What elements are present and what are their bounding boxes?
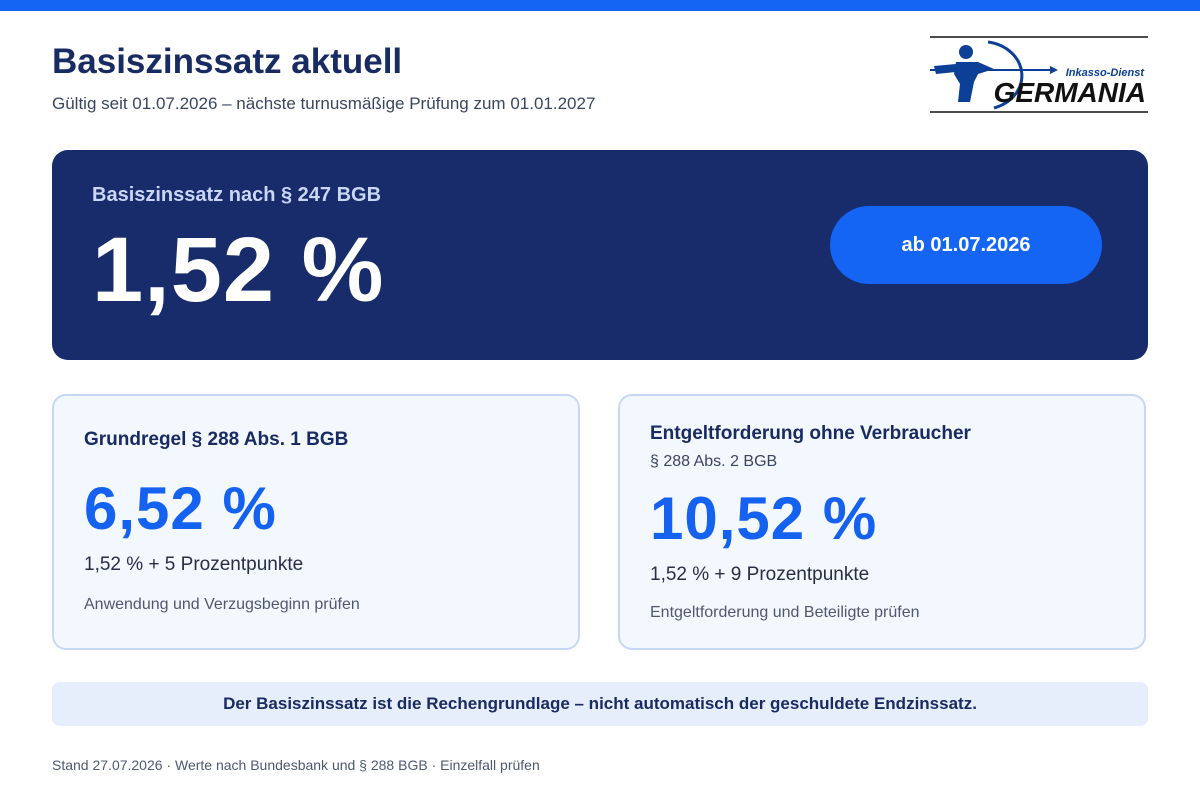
effective-date-badge[interactable]: ab 01.07.2026 bbox=[830, 206, 1102, 284]
page-title: Basiszinssatz aktuell bbox=[52, 42, 403, 81]
card-subtitle: § 288 Abs. 2 BGB bbox=[650, 453, 778, 470]
card-grundregel: Grundregel § 288 Abs. 1 BGB 6,52 % 1,52 … bbox=[52, 394, 580, 650]
page-subtitle: Gültig seit 01.07.2026 – nächste turnusm… bbox=[52, 94, 596, 113]
card-formula: 1,52 % + 9 Prozentpunkte bbox=[650, 564, 870, 585]
card-formula: 1,52 % + 5 Prozentpunkte bbox=[84, 554, 304, 575]
germania-logo: Inkasso-Dienst GERMANIA bbox=[930, 36, 1148, 114]
card-note: Anwendung und Verzugsbeginn prüfen bbox=[84, 596, 360, 613]
card-title: Grundregel § 288 Abs. 1 BGB bbox=[84, 429, 349, 450]
card-rate-value: 10,52 % bbox=[650, 485, 878, 552]
card-rate-value: 6,52 % bbox=[84, 475, 277, 542]
svg-text:Inkasso-Dienst: Inkasso-Dienst bbox=[1066, 67, 1146, 79]
base-rate-hero-panel: Basiszinssatz nach § 247 BGB 1,52 % ab 0… bbox=[52, 150, 1148, 360]
top-accent-bar bbox=[0, 0, 1200, 11]
card-entgeltforderung: Entgeltforderung ohne Verbraucher § 288 … bbox=[618, 394, 1146, 650]
svg-text:GERMANIA: GERMANIA bbox=[994, 77, 1146, 108]
archer-logo-icon: Inkasso-Dienst GERMANIA bbox=[930, 36, 1148, 113]
footer-note: Stand 27.07.2026 · Werte nach Bundesbank… bbox=[52, 757, 540, 773]
base-rate-value: 1,52 % bbox=[92, 219, 385, 321]
info-banner: Der Basiszinssatz ist die Rechengrundlag… bbox=[52, 682, 1148, 726]
base-rate-label: Basiszinssatz nach § 247 BGB bbox=[92, 184, 382, 206]
card-note: Entgeltforderung und Beteiligte prüfen bbox=[650, 604, 920, 621]
card-title: Entgeltforderung ohne Verbraucher bbox=[650, 423, 971, 444]
